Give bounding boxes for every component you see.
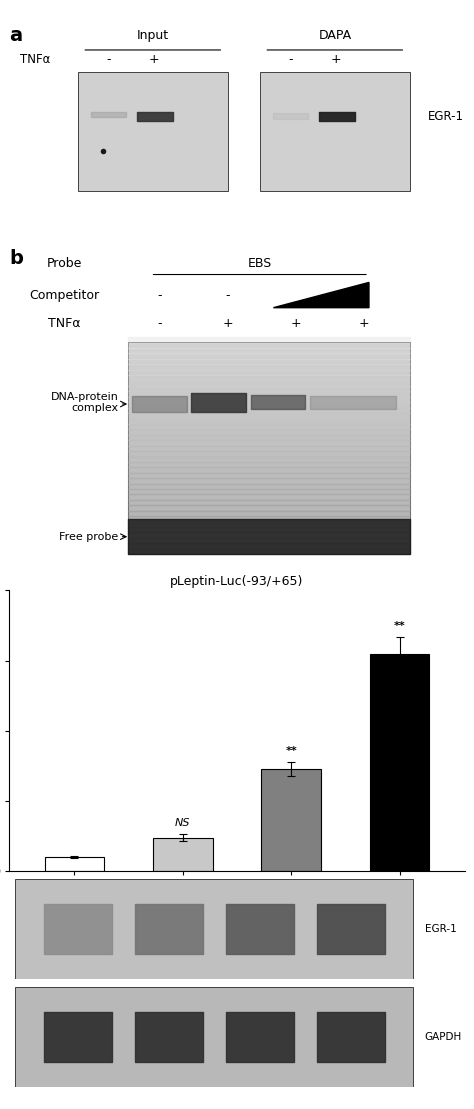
Bar bbox=[153, 837, 213, 872]
Text: DAPA: DAPA bbox=[318, 29, 351, 42]
Text: Free probe: Free probe bbox=[59, 531, 118, 541]
Text: EGR-1: EGR-1 bbox=[425, 924, 456, 934]
Text: GAPDH: GAPDH bbox=[425, 1031, 462, 1042]
Text: -: - bbox=[157, 288, 162, 302]
FancyBboxPatch shape bbox=[15, 987, 413, 1087]
Polygon shape bbox=[273, 283, 369, 307]
Text: **: ** bbox=[285, 746, 297, 756]
Text: EGR-1: EGR-1 bbox=[428, 110, 464, 123]
Text: Input: Input bbox=[137, 29, 169, 42]
Text: +: + bbox=[291, 317, 301, 330]
Text: b: b bbox=[9, 250, 23, 268]
Text: +: + bbox=[223, 317, 233, 330]
Bar bbox=[261, 769, 321, 872]
Text: +: + bbox=[148, 53, 159, 67]
Text: Competitor: Competitor bbox=[29, 288, 99, 302]
Text: -: - bbox=[288, 53, 292, 67]
Bar bbox=[370, 653, 429, 872]
Text: -: - bbox=[106, 53, 110, 67]
Text: **: ** bbox=[393, 621, 405, 631]
Text: TNFα: TNFα bbox=[20, 53, 50, 67]
Text: EBS: EBS bbox=[247, 257, 272, 269]
Text: -: - bbox=[157, 317, 162, 330]
Bar bbox=[45, 857, 104, 872]
Text: NS: NS bbox=[175, 818, 191, 828]
FancyBboxPatch shape bbox=[78, 72, 228, 191]
Text: +: + bbox=[359, 317, 370, 330]
Text: a: a bbox=[9, 27, 23, 45]
FancyBboxPatch shape bbox=[260, 72, 410, 191]
FancyBboxPatch shape bbox=[15, 879, 413, 979]
FancyBboxPatch shape bbox=[128, 343, 410, 554]
Text: Probe: Probe bbox=[46, 257, 82, 269]
Text: +: + bbox=[330, 53, 341, 67]
Text: -: - bbox=[226, 288, 230, 302]
Text: DNA-protein
complex: DNA-protein complex bbox=[51, 391, 118, 414]
Title: pLeptin-Luc(-93/+65): pLeptin-Luc(-93/+65) bbox=[170, 574, 304, 588]
Text: TNFα: TNFα bbox=[48, 317, 80, 330]
